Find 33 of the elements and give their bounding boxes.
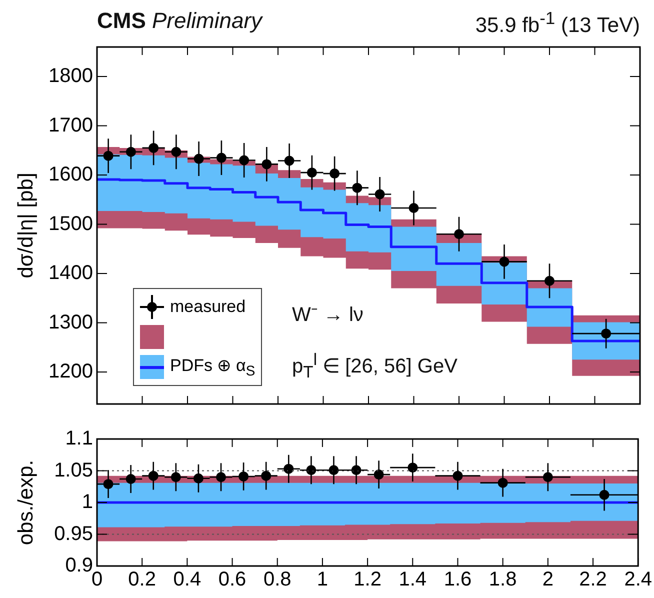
annotation: W⁻ → lν: [292, 303, 364, 327]
legend-label: PDFs ⊕ α$_{S}$: [170, 354, 256, 380]
y-tick-label: 1.1: [65, 428, 93, 450]
y-tick-label: 0.9: [65, 554, 93, 577]
y-tick-label: 1500: [48, 212, 93, 235]
y-tick-label: 1300: [48, 311, 93, 334]
y-tick-label: 1600: [48, 164, 93, 186]
x-tick-label: 2: [542, 568, 554, 591]
x-tick-label: 0: [91, 568, 103, 591]
y-tick-label: 1200: [48, 360, 93, 383]
x-tick-label: 2.4: [624, 568, 652, 591]
x-tick-label: 1: [316, 568, 328, 591]
y-tick-label: 1800: [48, 65, 93, 88]
chart-title: CMS Preliminary: [97, 8, 262, 33]
y-tick-label: 0.95: [54, 522, 93, 545]
x-tick-label: 1.6: [444, 568, 472, 591]
y-tick-label: 1: [82, 491, 93, 514]
x-tick-label: 0.2: [128, 568, 156, 591]
x-tick-label: 2.2: [579, 568, 607, 591]
y-tick-label: 1400: [48, 262, 93, 284]
x-tick-label: 1.2: [354, 568, 382, 591]
x-tick-label: 1.8: [488, 568, 517, 591]
y-tick-label: 1.05: [54, 459, 93, 482]
chart-subtitle: 35.9 fb$^{-1}$ (13 TeV): [475, 8, 640, 38]
y-axis-title: obs./exp.: [14, 460, 38, 546]
x-tick-label: 0.6: [218, 568, 246, 591]
x-tick-label: 1.4: [398, 568, 427, 591]
x-tick-label: 0.8: [263, 568, 292, 591]
legend-label: measured: [170, 297, 246, 317]
y-tick-label: 1700: [48, 114, 93, 136]
y-axis-title: dσ/d|η| [pb]: [14, 172, 38, 278]
annotation: p$_{T}$$^{l}$ ∈ [26, 56] GeV: [292, 350, 458, 383]
x-tick-label: 0.4: [173, 568, 202, 591]
